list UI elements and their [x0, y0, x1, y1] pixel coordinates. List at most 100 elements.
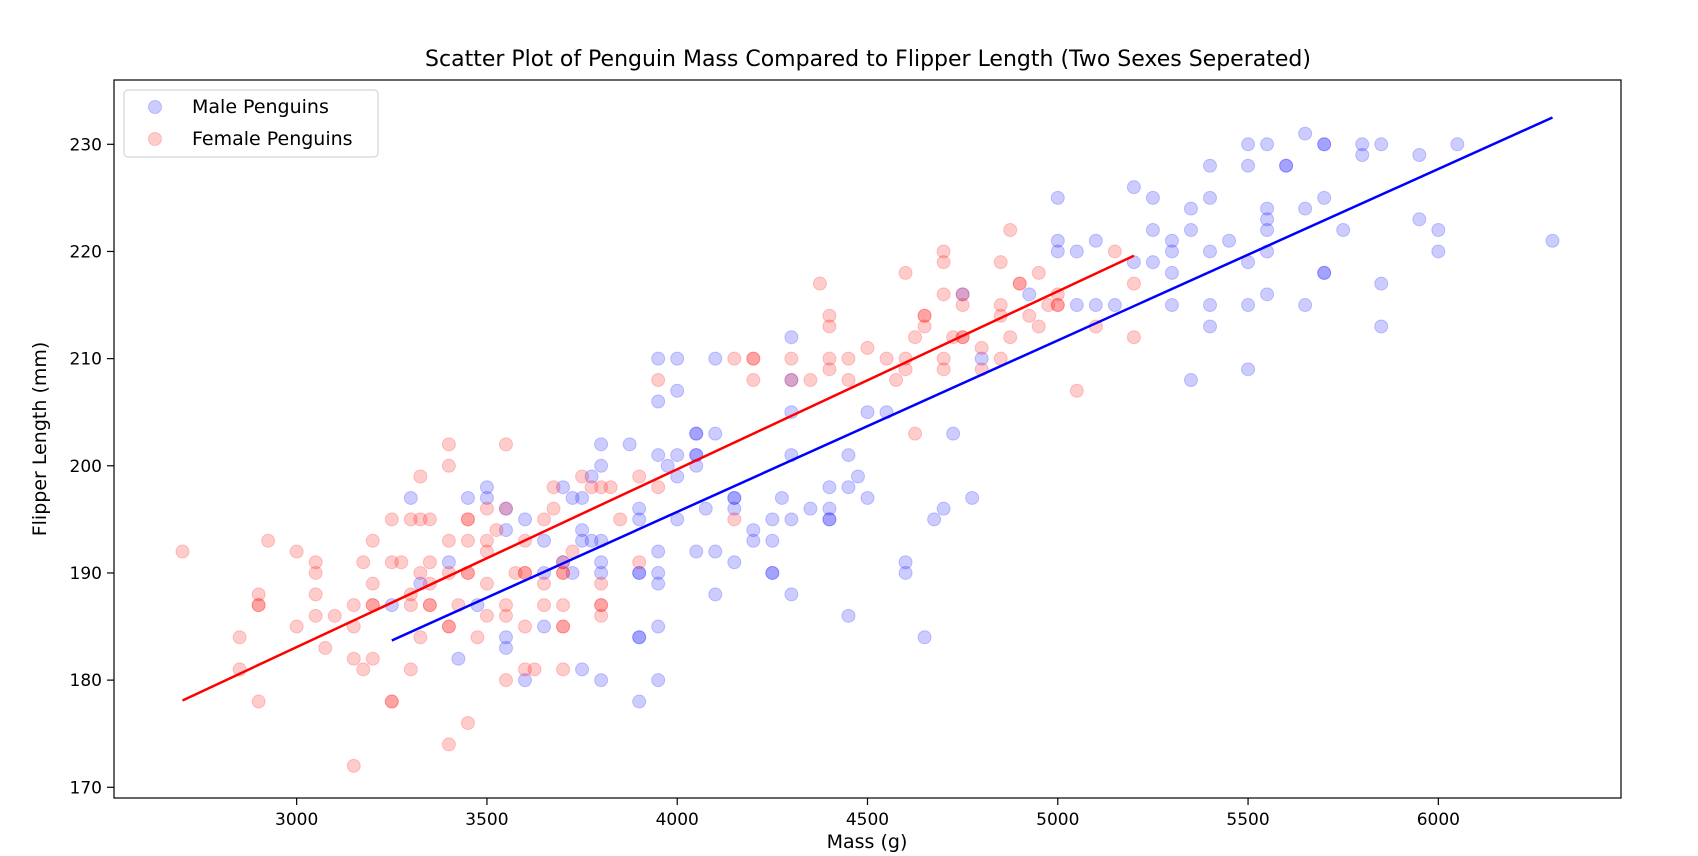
female-point-143 — [993, 298, 1008, 313]
male-point-29 — [594, 458, 609, 473]
male-point-24 — [575, 533, 590, 548]
points-layer — [175, 126, 1560, 773]
male-point-101 — [946, 426, 961, 441]
male-point-143 — [1279, 158, 1294, 173]
male-point-112 — [1088, 298, 1103, 313]
male-point-153 — [1336, 223, 1351, 238]
male-point-75 — [765, 565, 780, 580]
female-point-122 — [898, 265, 913, 280]
male-point-109 — [1069, 244, 1084, 259]
legend-marker-male — [148, 100, 162, 114]
male-point-164 — [1545, 233, 1560, 248]
female-point-9 — [289, 619, 304, 634]
x-tick-label-6000: 6000 — [1417, 810, 1460, 830]
male-point-96 — [898, 555, 913, 570]
male-point-145 — [1298, 126, 1313, 141]
male-point-42 — [651, 351, 666, 366]
x-tick-label-4000: 4000 — [656, 810, 699, 830]
male-point-100 — [936, 501, 951, 516]
female-point-88 — [556, 619, 571, 634]
female-point-31 — [394, 555, 409, 570]
male-point-144 — [1279, 158, 1294, 173]
male-point-135 — [1241, 298, 1256, 313]
female-point-60 — [479, 501, 494, 516]
male-point-97 — [898, 565, 913, 580]
male-point-138 — [1260, 201, 1275, 216]
female-point-39 — [413, 630, 428, 645]
male-point-31 — [594, 555, 609, 570]
female-point-71 — [508, 565, 523, 580]
female-point-41 — [422, 555, 437, 570]
x-tick-label-3000: 3000 — [275, 810, 318, 830]
female-point-147 — [1003, 330, 1018, 345]
male-point-102 — [955, 287, 970, 302]
female-point-53 — [460, 512, 475, 527]
male-point-125 — [1183, 373, 1198, 388]
female-point-97 — [594, 608, 609, 623]
male-point-127 — [1203, 190, 1217, 205]
female-point-79 — [537, 576, 552, 591]
female-point-30 — [384, 694, 399, 709]
male-point-64 — [708, 426, 723, 441]
male-point-1 — [403, 490, 418, 505]
male-point-78 — [784, 330, 799, 345]
male-point-36 — [632, 512, 647, 527]
male-point-115 — [1126, 255, 1141, 270]
male-point-20 — [565, 490, 580, 505]
y-tick-label-190: 190 — [70, 564, 102, 584]
female-point-68 — [498, 598, 513, 613]
male-point-49 — [651, 673, 666, 688]
male-point-11 — [498, 630, 513, 645]
female-point-133 — [936, 351, 951, 366]
female-point-47 — [441, 533, 456, 548]
male-point-34 — [622, 437, 637, 452]
female-point-109 — [784, 351, 799, 366]
x-tick-label-5500: 5500 — [1226, 810, 1269, 830]
female-point-5 — [251, 598, 266, 613]
male-point-123 — [1183, 201, 1198, 216]
male-point-22 — [575, 490, 590, 505]
male-point-37 — [632, 565, 647, 580]
male-point-159 — [1412, 148, 1427, 163]
male-point-94 — [860, 490, 875, 505]
male-point-126 — [1203, 158, 1217, 173]
male-point-3 — [441, 555, 456, 570]
male-fit-line — [391, 116, 1554, 642]
female-point-104 — [727, 351, 742, 366]
male-point-53 — [670, 448, 685, 463]
male-point-104 — [974, 351, 989, 366]
male-point-161 — [1431, 223, 1446, 238]
x-axis-label: Mass (g) — [827, 831, 908, 853]
male-point-111 — [1088, 233, 1103, 248]
female-point-107 — [746, 351, 761, 366]
female-point-119 — [860, 340, 875, 355]
female-point-121 — [889, 373, 904, 388]
female-point-29 — [384, 694, 399, 709]
female-point-19 — [346, 758, 361, 773]
male-point-122 — [1164, 298, 1179, 313]
female-point-49 — [441, 619, 456, 634]
female-point-61 — [479, 533, 494, 548]
male-point-25 — [575, 662, 590, 677]
female-point-40 — [422, 512, 437, 527]
legend-label-male: Male Penguins — [192, 96, 329, 118]
male-point-84 — [803, 501, 818, 516]
male-point-162 — [1431, 244, 1446, 259]
male-point-33 — [594, 673, 609, 688]
female-point-6 — [251, 694, 266, 709]
female-point-63 — [479, 576, 494, 591]
male-point-91 — [841, 608, 856, 623]
male-point-32 — [594, 565, 609, 580]
female-point-118 — [841, 373, 856, 388]
male-point-158 — [1374, 319, 1389, 334]
female-point-94 — [594, 576, 609, 591]
female-point-87 — [556, 619, 571, 634]
y-tick-label-170: 170 — [70, 778, 102, 798]
female-point-113 — [822, 308, 837, 323]
male-point-46 — [651, 565, 666, 580]
male-point-12 — [498, 640, 513, 655]
female-point-1 — [232, 630, 247, 645]
male-point-136 — [1241, 362, 1256, 377]
female-point-64 — [479, 608, 494, 623]
male-point-114 — [1126, 180, 1141, 195]
